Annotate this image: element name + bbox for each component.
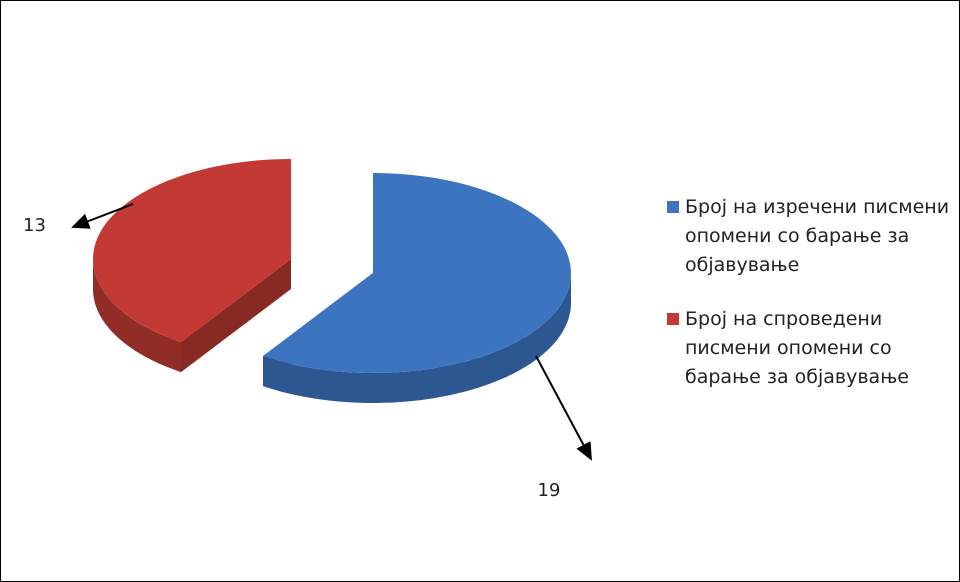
legend-item: Број на спроведени писмени опомени со ба… (667, 305, 959, 392)
leader-line (71, 203, 134, 229)
legend-swatch (667, 313, 679, 325)
leader-line (535, 355, 592, 461)
legend-label: Број на изречени писмени опомени со бара… (685, 196, 950, 276)
data-label: 19 (538, 480, 561, 501)
legend-swatch (667, 201, 679, 213)
legend-item: Број на изречени писмени опомени со бара… (667, 193, 959, 280)
legend-label: Број на спроведени писмени опомени со ба… (685, 308, 909, 388)
slice-wall (93, 259, 181, 373)
slice (263, 173, 571, 403)
slice-side (181, 259, 291, 373)
slice-top (93, 159, 291, 343)
slice-top (263, 173, 571, 373)
slice-wall (263, 273, 571, 403)
data-label: 13 (23, 215, 46, 236)
slice (93, 159, 291, 373)
